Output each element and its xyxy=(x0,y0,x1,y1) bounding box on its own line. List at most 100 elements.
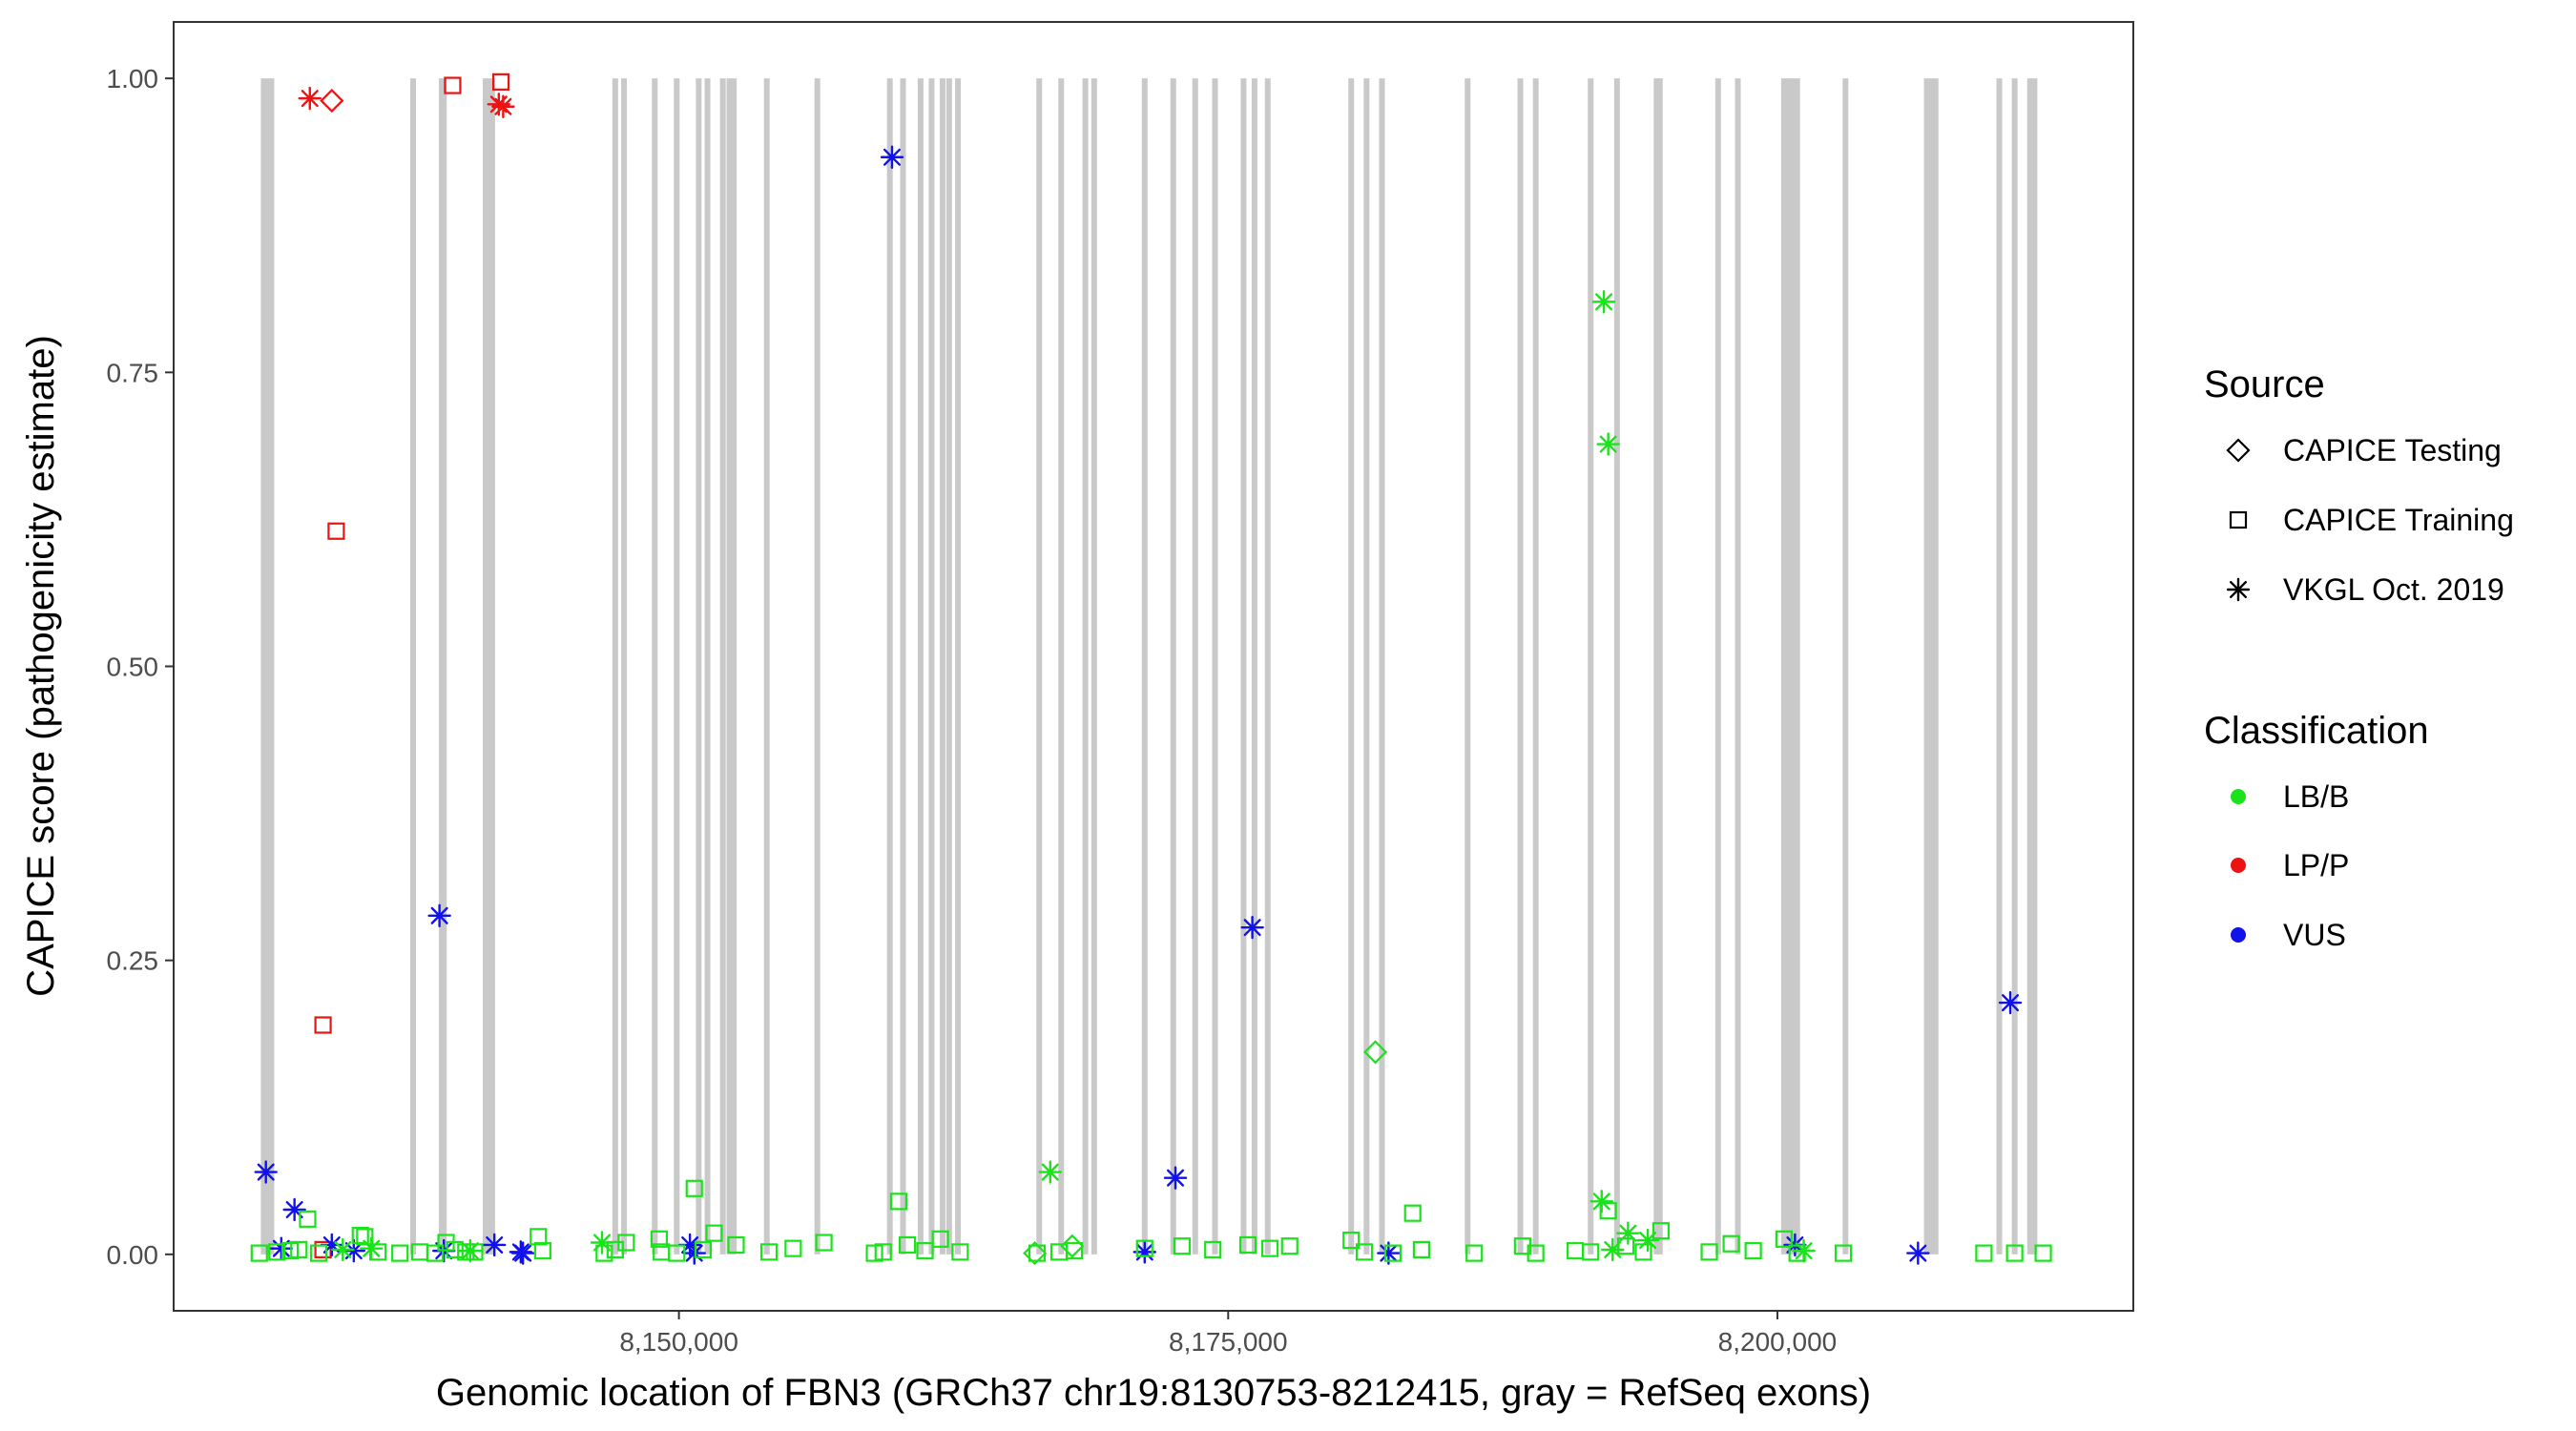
exon-band xyxy=(1036,78,1043,1255)
legend: Source Classification CAPICE Testing CAPI… xyxy=(2204,363,2514,952)
data-point xyxy=(1280,1237,1298,1255)
data-point xyxy=(931,1230,949,1248)
data-point xyxy=(685,1179,703,1197)
exon-band xyxy=(1613,78,1620,1255)
data-point xyxy=(617,1234,635,1252)
exon-band xyxy=(939,78,945,1255)
data-point xyxy=(254,1160,278,1184)
data-point xyxy=(1744,1242,1762,1260)
exon-band xyxy=(1653,78,1660,1255)
data-point xyxy=(331,1237,355,1262)
data-point xyxy=(1355,1243,1374,1261)
data-point xyxy=(1363,1040,1388,1065)
exon-band xyxy=(265,78,272,1255)
data-point xyxy=(457,1243,475,1261)
data-point xyxy=(2034,1244,2052,1262)
exon-band xyxy=(928,78,935,1255)
data-point xyxy=(290,1240,308,1259)
x-tick-label: 8,150,000 xyxy=(619,1327,738,1357)
data-point xyxy=(269,1236,294,1260)
data-point xyxy=(356,1228,374,1246)
data-point xyxy=(1998,990,2023,1015)
data-point xyxy=(280,1242,300,1260)
legend-source-label: CAPICE Testing xyxy=(2283,433,2502,467)
exon-band xyxy=(1264,78,1271,1255)
data-point xyxy=(466,1243,484,1261)
exon-band xyxy=(917,78,924,1255)
exon-band xyxy=(1785,78,1792,1255)
exon-band xyxy=(2011,78,2018,1255)
exon-band xyxy=(763,78,770,1255)
exon-band xyxy=(1790,78,1797,1255)
legend-source-key xyxy=(2226,577,2251,602)
y-axis-title: CAPICE score (pathogenicity estimate) xyxy=(20,335,62,997)
exon-band xyxy=(1379,78,1385,1255)
data-point xyxy=(1700,1243,1718,1261)
exon-band xyxy=(1923,78,1930,1255)
data-point xyxy=(694,1240,713,1259)
data-point xyxy=(491,94,515,118)
data-point xyxy=(682,1241,706,1265)
exon-band xyxy=(409,78,416,1255)
data-point xyxy=(458,1238,483,1263)
data-point xyxy=(299,1210,317,1228)
exon-band xyxy=(1141,78,1148,1255)
data-point xyxy=(446,1240,464,1259)
data-point xyxy=(1163,1166,1188,1190)
data-point xyxy=(650,1230,668,1248)
axes: 0.00 0.25 0.50 0.75 1.00 8,150,000 8,175,000 8,… xyxy=(107,64,1838,1357)
exon-band xyxy=(1251,78,1257,1255)
exon-band xyxy=(2031,78,2038,1255)
data-point xyxy=(2005,1244,2024,1262)
data-point xyxy=(1652,1222,1671,1240)
legend-source-label: VKGL Oct. 2019 xyxy=(2283,572,2504,607)
data-point xyxy=(898,1235,917,1255)
data-point xyxy=(865,1244,883,1262)
data-point xyxy=(314,1016,332,1034)
data-point xyxy=(1038,1160,1062,1184)
data-point xyxy=(951,1243,969,1261)
y-tick-label: 0.25 xyxy=(107,946,159,976)
data-point xyxy=(1412,1240,1431,1259)
data-point xyxy=(590,1231,614,1255)
data-point xyxy=(759,1243,779,1261)
data-point xyxy=(668,1244,686,1262)
data-point xyxy=(916,1242,934,1260)
data-point xyxy=(492,73,510,91)
x-tick-label: 8,175,000 xyxy=(1169,1327,1288,1357)
data-point xyxy=(360,1236,384,1260)
legend-class-key xyxy=(2231,927,2246,943)
legend-class-key xyxy=(2231,858,2246,873)
data-point xyxy=(320,89,344,114)
exon-band xyxy=(1058,78,1065,1255)
legend-class-key xyxy=(2231,789,2246,804)
data-point xyxy=(1722,1234,1740,1253)
exon-band xyxy=(945,78,952,1255)
data-point xyxy=(1028,1244,1047,1262)
data-point xyxy=(1342,1231,1361,1250)
exon-band xyxy=(1082,78,1089,1255)
data-point xyxy=(351,1227,369,1245)
data-point xyxy=(482,1233,507,1257)
exon-band xyxy=(1780,78,1787,1255)
exon-band xyxy=(268,78,275,1255)
exon-band xyxy=(1192,78,1198,1255)
exon-band xyxy=(814,78,821,1255)
y-tick-label: 0.75 xyxy=(107,358,159,387)
data-point xyxy=(1527,1244,1545,1262)
exon-band xyxy=(1794,78,1800,1255)
exon-band xyxy=(1517,78,1524,1255)
data-point xyxy=(1635,1228,1660,1253)
exon-band xyxy=(1656,78,1663,1255)
exon-band xyxy=(1996,78,2003,1255)
data-point xyxy=(1616,1221,1640,1245)
exon-band xyxy=(652,78,658,1255)
exon-band xyxy=(704,78,711,1255)
data-point xyxy=(426,1244,445,1262)
exon-band xyxy=(1842,78,1849,1255)
y-tick-label: 0.00 xyxy=(107,1240,159,1270)
legend-classification-title: Classification xyxy=(2204,710,2429,752)
exon-band xyxy=(726,78,733,1255)
exon-band xyxy=(482,78,488,1255)
